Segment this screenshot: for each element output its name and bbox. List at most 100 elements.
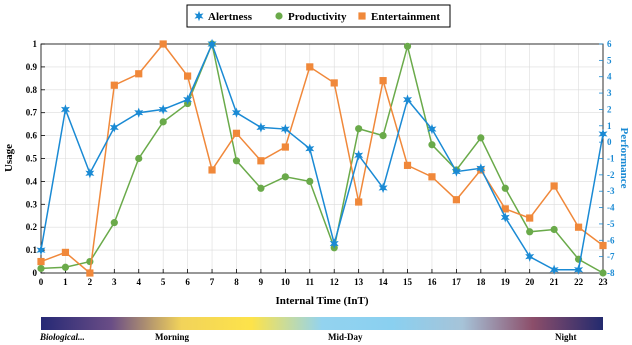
legend-box — [186, 4, 451, 28]
data-point — [306, 177, 314, 185]
y-ticks-right: -8 -7 -6 -5 -4 -3 -2 -1 0 1 2 3 4 5 6 — [599, 39, 615, 278]
y-tick-label: 0 — [33, 268, 38, 278]
y-tick-label: 0.8 — [26, 85, 38, 95]
data-point — [354, 150, 364, 161]
data-point — [281, 173, 289, 181]
data-point — [550, 182, 558, 190]
x-tick-label: 12 — [330, 277, 340, 287]
x-tick-label: 13 — [354, 277, 364, 287]
y-tick-label: 0.5 — [26, 154, 38, 164]
x-tick-label: 2 — [88, 277, 93, 287]
x-tick-label: 3 — [112, 277, 117, 287]
y-tick-label-right: -8 — [607, 268, 615, 278]
y-tick-label-right: 6 — [607, 39, 612, 49]
y-tick-label: 1 — [33, 39, 38, 49]
legend-marker — [358, 12, 366, 20]
x-tick-label: 1 — [63, 277, 68, 287]
series-layer — [36, 38, 608, 277]
y-tick-label-right: 0 — [607, 137, 612, 147]
x-tick-label: 4 — [136, 277, 141, 287]
data-point — [476, 163, 486, 174]
series-line — [40, 41, 604, 271]
x-axis-title: Internal Time (InT) — [275, 295, 368, 307]
legend-item: Entertainment — [358, 11, 440, 23]
data-point — [36, 244, 46, 256]
y-tick-label-right: -3 — [607, 186, 615, 196]
data-point — [574, 264, 584, 275]
legend-marker — [194, 10, 204, 22]
data-point — [574, 223, 583, 231]
data-point — [207, 38, 217, 50]
data-point — [379, 77, 387, 85]
x-tick-label: 17 — [452, 277, 462, 287]
x-tick-label: 22 — [574, 277, 584, 287]
data-point — [355, 125, 363, 133]
data-point — [526, 214, 534, 222]
legend-label: Entertainment — [371, 11, 440, 23]
y-ticks-left: 0 0.1 0.2 0.3 0.4 0.5 0.6 0.7 0.8 0.9 1 — [26, 39, 45, 278]
data-point — [208, 166, 216, 174]
y-tick-label: 0.6 — [26, 131, 38, 141]
y-tick-label-right: 1 — [607, 121, 612, 131]
data-point — [135, 154, 143, 163]
data-point — [110, 81, 118, 89]
y-tick-label-right: -6 — [607, 235, 615, 245]
x-tick-label: 15 — [403, 277, 413, 287]
data-point — [159, 40, 167, 48]
series-line — [40, 41, 604, 274]
x-tick-label: 16 — [427, 277, 437, 287]
data-point — [61, 248, 70, 256]
data-point — [599, 241, 607, 250]
x-tick-label: 0 — [39, 277, 44, 287]
data-point — [428, 141, 436, 149]
y-tick-label-right: 5 — [607, 55, 612, 65]
y-tick-label-right: -4 — [607, 203, 615, 213]
data-point — [599, 269, 607, 277]
x-tick-label: 21 — [550, 277, 560, 287]
y-tick-label: 0.9 — [26, 62, 38, 72]
data-point — [86, 269, 94, 277]
x-tick-label: 20 — [525, 277, 535, 287]
data-point — [184, 72, 192, 80]
time-band-labels: Biological... Morning Mid-Day Night — [39, 332, 577, 342]
series-entertainment — [37, 40, 607, 277]
x-tick-label: 5 — [161, 277, 166, 287]
data-point — [355, 198, 363, 206]
data-point — [501, 184, 509, 192]
x-tick-label: 14 — [379, 277, 389, 287]
data-point — [549, 264, 559, 275]
data-point — [305, 143, 315, 154]
series-alertness — [36, 38, 608, 275]
time-band-label: Biological... — [39, 332, 85, 342]
x-tick-label: 11 — [306, 277, 315, 287]
data-point — [158, 104, 168, 115]
legend-label: Alertness — [208, 11, 253, 23]
data-point — [257, 157, 265, 165]
data-point — [37, 264, 45, 273]
data-point — [37, 257, 45, 266]
y-tick-label: 0.4 — [26, 176, 38, 186]
data-point — [379, 132, 387, 140]
x-tick-label: 19 — [501, 277, 511, 287]
y-tick-label: 0.3 — [26, 199, 38, 209]
y-tick-label-right: 4 — [607, 72, 612, 82]
data-point — [500, 212, 510, 223]
data-point — [378, 182, 388, 194]
x-tick-label: 18 — [476, 277, 486, 287]
legend-item: Alertness — [194, 10, 253, 23]
legend: Alertness Productivity Entertainment — [186, 4, 451, 28]
data-point — [232, 129, 241, 137]
data-point — [306, 63, 314, 71]
data-point — [183, 94, 193, 105]
data-point — [598, 128, 608, 140]
x-tick-label: 10 — [281, 277, 291, 287]
data-point — [257, 184, 265, 192]
data-point — [550, 225, 558, 234]
data-point — [329, 238, 339, 249]
legend-label: Productivity — [288, 11, 347, 23]
data-point — [280, 123, 290, 135]
series-line — [40, 42, 604, 275]
data-point — [427, 123, 437, 135]
y-tick-label: 0.2 — [26, 222, 38, 232]
data-point — [501, 205, 509, 213]
